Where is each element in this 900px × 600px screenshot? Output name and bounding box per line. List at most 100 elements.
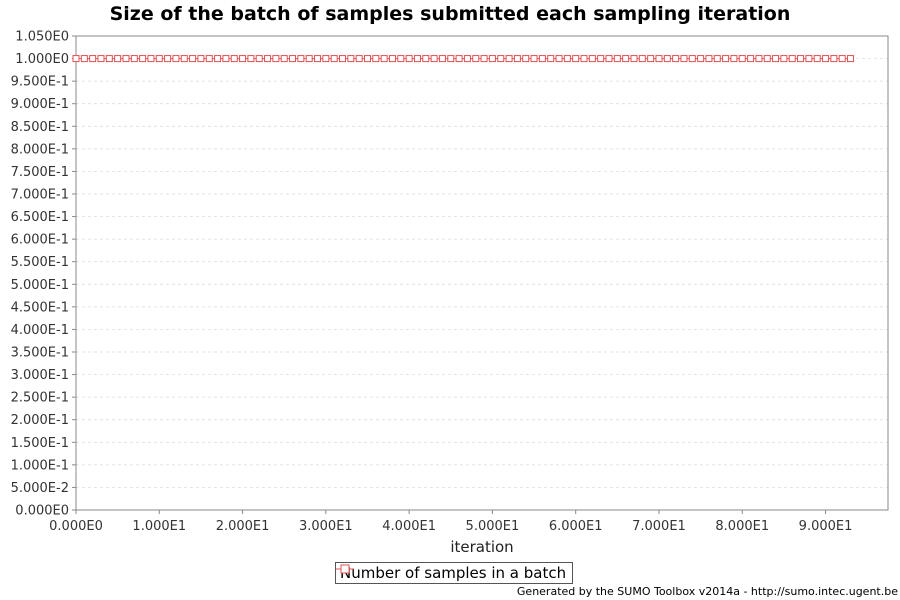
y-tick-label: 8.000E-1 (11, 142, 69, 157)
data-point (505, 55, 513, 63)
data-point (688, 55, 696, 63)
legend: Number of samples in a batch (335, 562, 574, 584)
data-point (422, 55, 430, 63)
data-point (713, 55, 721, 63)
legend-label: Number of samples in a batch (340, 564, 567, 582)
y-tick-label: 0.000E0 (15, 504, 69, 519)
data-point (763, 55, 771, 63)
data-point (705, 55, 713, 63)
data-point (655, 55, 663, 63)
data-point (280, 55, 288, 63)
data-point (647, 55, 655, 63)
data-point (347, 55, 355, 63)
data-point (547, 55, 555, 63)
data-point (555, 55, 563, 63)
data-point (788, 55, 796, 63)
data-point (697, 55, 705, 63)
data-point (772, 55, 780, 63)
data-point (780, 55, 788, 63)
data-point (522, 55, 530, 63)
data-point (205, 55, 213, 63)
data-point (180, 55, 188, 63)
data-point (164, 55, 172, 63)
x-tick-label: 7.000E1 (632, 519, 686, 534)
y-tick-label: 7.000E-1 (11, 188, 69, 203)
data-point (388, 55, 396, 63)
plot-background (76, 36, 888, 510)
data-point (239, 55, 247, 63)
y-tick-label: 2.500E-1 (11, 391, 69, 406)
data-point (339, 55, 347, 63)
data-point (622, 55, 630, 63)
x-tick-label: 9.000E1 (799, 519, 853, 534)
y-tick-label: 5.000E-2 (11, 481, 69, 496)
data-point (830, 55, 838, 63)
data-point (455, 55, 463, 63)
data-point (822, 55, 830, 63)
data-point (722, 55, 730, 63)
data-point (314, 55, 322, 63)
data-point (580, 55, 588, 63)
data-point (405, 55, 413, 63)
y-tick-label: 6.500E-1 (11, 210, 69, 225)
data-point (672, 55, 680, 63)
data-point (355, 55, 363, 63)
data-point (397, 55, 405, 63)
data-point (380, 55, 388, 63)
data-point (80, 55, 88, 63)
data-point (480, 55, 488, 63)
data-point (372, 55, 380, 63)
data-point (255, 55, 263, 63)
data-point (530, 55, 538, 63)
data-point (222, 55, 230, 63)
data-point (230, 55, 238, 63)
data-point (838, 55, 846, 63)
data-point (605, 55, 613, 63)
data-point (805, 55, 813, 63)
data-point (797, 55, 805, 63)
data-point (497, 55, 505, 63)
y-tick-label: 1.050E0 (15, 30, 69, 45)
data-point (638, 55, 646, 63)
y-tick-label: 6.000E-1 (11, 233, 69, 248)
data-point (139, 55, 147, 63)
y-tick-label: 9.500E-1 (11, 75, 69, 90)
data-point (305, 55, 313, 63)
data-point (738, 55, 746, 63)
data-point (747, 55, 755, 63)
data-point (130, 55, 138, 63)
data-point (297, 55, 305, 63)
data-point (272, 55, 280, 63)
data-point (430, 55, 438, 63)
data-point (663, 55, 671, 63)
data-point (813, 55, 821, 63)
y-tick-label: 8.500E-1 (11, 120, 69, 135)
data-point (322, 55, 330, 63)
data-point (513, 55, 521, 63)
chart-title: Size of the batch of samples submitted e… (109, 3, 791, 25)
data-point (538, 55, 546, 63)
data-point (730, 55, 738, 63)
data-point (413, 55, 421, 63)
x-tick-label: 5.000E1 (466, 519, 520, 534)
data-point (613, 55, 621, 63)
data-point (289, 55, 297, 63)
y-tick-label: 2.000E-1 (11, 413, 69, 428)
plot-border (75, 35, 889, 511)
x-tick-label: 1.000E1 (132, 519, 186, 534)
data-point (330, 55, 338, 63)
data-point (114, 55, 122, 63)
data-point (264, 55, 272, 63)
data-point (247, 55, 255, 63)
data-point (97, 55, 105, 63)
data-point (363, 55, 371, 63)
data-point (597, 55, 605, 63)
y-tick-label: 4.500E-1 (11, 300, 69, 315)
data-point (630, 55, 638, 63)
y-tick-label: 3.500E-1 (11, 346, 69, 361)
data-point (122, 55, 130, 63)
data-point (463, 55, 471, 63)
y-tick-label: 7.500E-1 (11, 165, 69, 180)
y-tick-label: 5.000E-1 (11, 278, 69, 293)
